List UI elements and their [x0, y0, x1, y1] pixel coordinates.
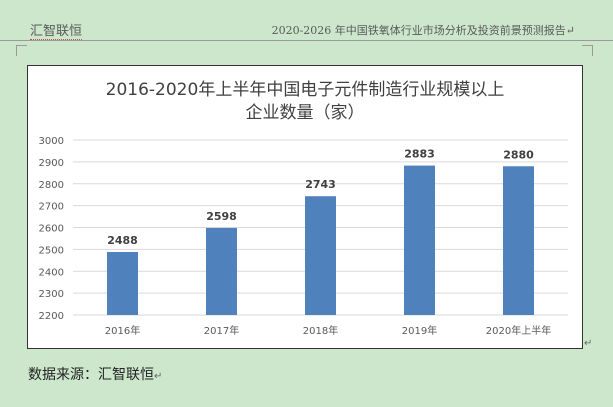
chart-container[interactable]: 2016-2020年上半年中国电子元件制造行业规模以上 企业数量（家） 2200… [27, 65, 583, 349]
x-tick-label: 2016年 [105, 324, 140, 337]
x-tick-label: 2017年 [204, 324, 239, 337]
page-corner-mark-left [16, 45, 27, 56]
bar [107, 252, 138, 315]
chart-paragraph-mark: ↵ [584, 338, 593, 349]
y-tick-label: 2800 [39, 180, 64, 191]
chart-title-line-1: 2016-2020年上半年中国电子元件制造行业规模以上 [106, 80, 505, 100]
x-tick-label: 2019年 [402, 324, 437, 337]
y-tick-label: 2700 [39, 202, 64, 213]
data-label: 2883 [404, 148, 435, 161]
y-tick-label: 2900 [39, 158, 64, 169]
source-note: 数据来源：汇智联恒↵ [28, 364, 162, 384]
y-tick-label: 2200 [39, 311, 64, 322]
data-label: 2598 [206, 210, 237, 223]
y-tick-label: 3000 [39, 136, 64, 147]
bar-chart: 2016-2020年上半年中国电子元件制造行业规模以上 企业数量（家） 2200… [39, 80, 568, 337]
header-divider [0, 40, 613, 41]
chart-title-line-2: 企业数量（家） [246, 103, 365, 123]
y-tick-label: 2300 [39, 289, 64, 300]
source-text: 数据来源：汇智联恒 [28, 367, 154, 383]
y-tick-label: 2600 [39, 224, 64, 235]
bar [404, 165, 435, 315]
bar [206, 227, 237, 315]
header-report-title: 2020-2026 年中国铁氧体行业市场分析及投资前景预测报告↵ [271, 24, 575, 37]
x-axis-tick-labels: 2016年 2017年 2018年 2019年 2020年上半年 [105, 324, 551, 337]
bar [503, 166, 534, 315]
header-brand: 汇智联恒 [30, 20, 83, 40]
bars [107, 165, 534, 315]
y-axis-tick-labels: 2200 2300 2400 2500 2600 2700 2800 2900 3000 [39, 136, 64, 322]
page-corner-mark-right [582, 45, 593, 56]
bar [305, 196, 336, 315]
footer-paragraph-mark: ↵ [154, 371, 163, 382]
data-label: 2743 [305, 178, 336, 191]
data-label: 2488 [107, 234, 138, 247]
data-labels: 2488 2598 2743 2883 2880 [107, 148, 534, 247]
x-tick-label: 2020年上半年 [486, 324, 551, 337]
data-label: 2880 [503, 148, 534, 161]
y-tick-label: 2400 [39, 267, 64, 278]
y-tick-label: 2500 [39, 245, 64, 256]
x-tick-label: 2018年 [303, 324, 338, 337]
